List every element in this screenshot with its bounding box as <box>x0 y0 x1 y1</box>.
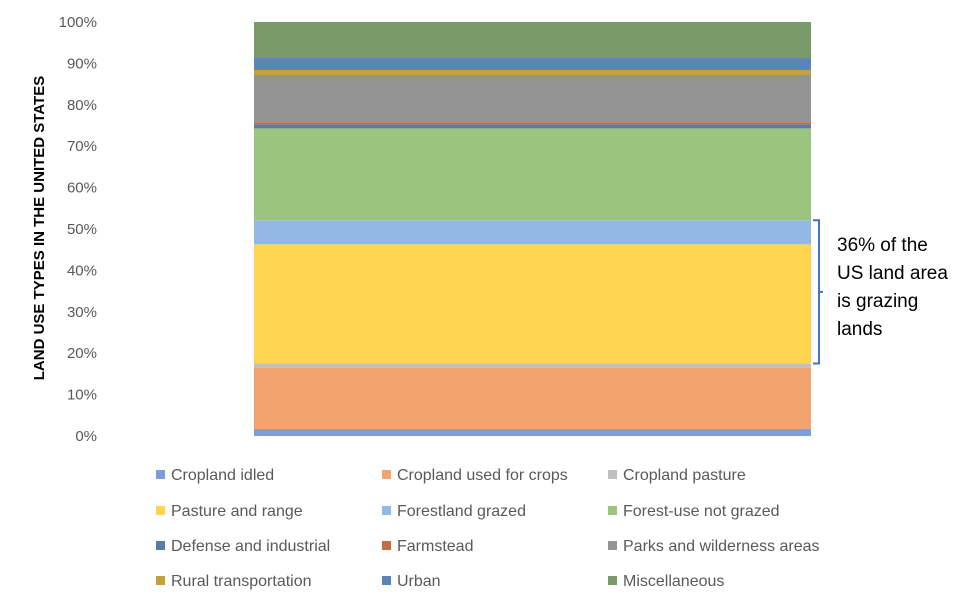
y-tick-label: 50% <box>67 221 97 238</box>
annotation-text-line: lands <box>837 319 882 340</box>
bar-segment <box>254 367 811 429</box>
legend-swatch <box>156 470 165 479</box>
y-tick-label: 90% <box>67 55 97 72</box>
bar-segment <box>254 128 811 221</box>
y-tick-label: 30% <box>67 304 97 321</box>
legend-label: Cropland idled <box>171 467 274 484</box>
y-tick-label: 0% <box>75 428 97 445</box>
legend-swatch <box>156 506 165 515</box>
legend-swatch <box>156 541 165 550</box>
y-tick-label: 60% <box>67 180 97 197</box>
bar-segment <box>254 363 811 368</box>
legend-swatch <box>382 541 391 550</box>
bar-segment <box>254 22 811 59</box>
y-axis-ticks: 0% 10% 20% 30% 40% 50% 60% 70% 80% 90% 100% <box>59 14 97 445</box>
legend-label: Cropland used for crops <box>397 467 568 484</box>
y-axis-label: LAND USE TYPES IN THE UNITED STATES <box>31 76 48 380</box>
legend-label: Miscellaneous <box>623 573 724 590</box>
bar-segment <box>254 70 811 75</box>
legend: Cropland idled Cropland used for crops Cro… <box>156 467 820 590</box>
bar-segment <box>254 58 811 71</box>
stacked-bar <box>254 22 811 436</box>
annotation-bracket <box>813 219 823 365</box>
bar-segment <box>254 74 811 123</box>
legend-label: Farmstead <box>397 538 473 555</box>
annotation-text-line: US land area <box>837 263 948 284</box>
y-tick-label: 70% <box>67 138 97 155</box>
annotation-text-line: is grazing <box>837 291 918 312</box>
bar-segment <box>254 428 811 436</box>
legend-swatch <box>382 576 391 585</box>
legend-label: Parks and wilderness areas <box>623 538 820 555</box>
legend-label: Cropland pasture <box>623 467 746 484</box>
legend-label: Rural transportation <box>171 573 312 590</box>
legend-swatch <box>608 576 617 585</box>
legend-label: Urban <box>397 573 441 590</box>
annotation-text-line: 36% of the <box>837 235 928 256</box>
legend-swatch <box>156 576 165 585</box>
legend-swatch <box>608 506 617 515</box>
legend-swatch <box>382 470 391 479</box>
bar-segment <box>254 244 811 364</box>
legend-label: Forest-use not grazed <box>623 503 780 520</box>
bar-segment <box>254 122 811 125</box>
y-tick-label: 100% <box>59 14 97 31</box>
bar-segment <box>254 220 811 245</box>
legend-label: Defense and industrial <box>171 538 330 555</box>
legend-label: Forestland grazed <box>397 503 526 520</box>
y-tick-label: 80% <box>67 97 97 114</box>
bar-segment <box>254 124 811 129</box>
y-tick-label: 10% <box>67 387 97 404</box>
legend-swatch <box>608 541 617 550</box>
legend-swatch <box>382 506 391 515</box>
grazing-annotation: 36% of the US land area is grazing lands <box>813 219 948 365</box>
y-tick-label: 40% <box>67 262 97 279</box>
legend-swatch <box>608 470 617 479</box>
y-tick-label: 20% <box>67 345 97 362</box>
legend-label: Pasture and range <box>171 503 303 520</box>
